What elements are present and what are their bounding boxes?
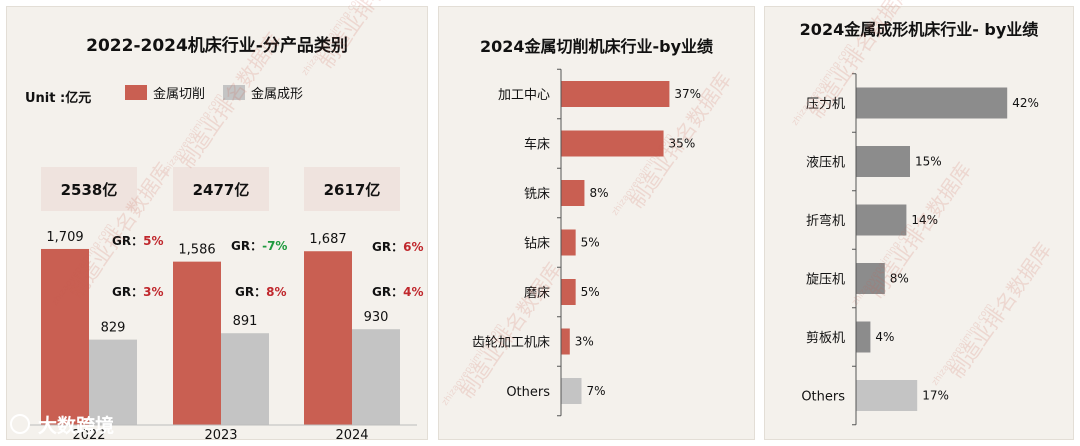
bar-forming: [221, 333, 269, 425]
value-label: 5%: [581, 285, 600, 299]
category-label: 剪板机: [806, 330, 845, 346]
growth-label-cutting: GR：5%: [112, 234, 163, 248]
category-label: 2024: [335, 428, 368, 441]
bar: [561, 180, 585, 206]
legend-label-forming: 金属成形: [251, 86, 303, 102]
growth-prefix: GR：: [231, 239, 262, 253]
category-label: Others: [801, 390, 845, 405]
growth-prefix: GR：: [112, 234, 143, 248]
bar: [561, 328, 570, 355]
category-label: 齿轮加工机床: [472, 336, 550, 351]
growth-label-cutting: GR：6%: [372, 240, 423, 254]
category-label: 压力机: [806, 97, 845, 112]
category-label: Others: [506, 385, 550, 400]
chart-title: 2024金属成形机床行业- by业绩: [799, 20, 1039, 39]
growth-value: 4%: [403, 285, 423, 299]
category-label: 2023: [204, 428, 237, 441]
growth-prefix: GR：: [112, 285, 143, 299]
category-label: 铣床: [524, 187, 550, 202]
unit-label: Unit :亿元: [25, 90, 91, 106]
total-label: 2477亿: [193, 181, 250, 199]
growth-prefix: GR：: [372, 240, 403, 254]
value-label: 7%: [587, 384, 606, 398]
category-label: 旋压机: [806, 273, 845, 288]
growth-value: 6%: [403, 240, 423, 254]
growth-value: 8%: [266, 285, 286, 299]
value-label: 8%: [589, 186, 608, 200]
value-label-forming: 829: [101, 321, 126, 336]
growth-label-forming: GR：4%: [372, 285, 423, 299]
bar: [561, 229, 576, 256]
value-label-cutting: 1,586: [178, 243, 215, 258]
panel-forming: 2024金属成形机床行业- by业绩 压力机 42% 液压机 15% 折弯机 14% 旋压机…: [764, 6, 1074, 440]
bar: [561, 378, 582, 404]
legend-swatch-cutting: [125, 85, 147, 100]
growth-value: 5%: [143, 234, 163, 248]
category-label: 钻床: [524, 237, 550, 252]
chart-title: 2024金属切削机床行业-by业绩: [479, 37, 714, 56]
bar: [856, 146, 910, 177]
category-label: 折弯机: [806, 213, 845, 229]
value-label: 4%: [875, 330, 894, 344]
bar-cutting: [304, 251, 352, 425]
growth-prefix: GR：: [235, 285, 266, 299]
growth-prefix: GR：: [372, 285, 403, 299]
bar: [856, 204, 907, 236]
category-label: 液压机: [806, 156, 845, 171]
bar: [856, 87, 1008, 119]
category-label: 加工中心: [498, 88, 550, 103]
total-box: [173, 167, 269, 211]
panel-cutting: 2024金属切削机床行业-by业绩 加工中心 37% 车床 35% 铣床 8% 钻床 5% 磨床…: [438, 6, 755, 440]
bar: [856, 380, 918, 411]
value-label: 35%: [669, 137, 696, 151]
value-label-forming: 930: [364, 310, 389, 325]
bar-cutting: [41, 248, 89, 425]
bar: [561, 81, 670, 107]
legend-label-cutting: 金属切削: [153, 86, 205, 102]
value-label: 5%: [581, 236, 600, 250]
bar: [561, 279, 576, 305]
value-label: 42%: [1012, 96, 1039, 110]
value-label-cutting: 1,709: [46, 230, 83, 245]
bar-cutting: [173, 261, 221, 425]
total-label: 2538亿: [61, 181, 118, 199]
value-label-cutting: 1,687: [309, 232, 346, 247]
panel-product-category: 2022-2024机床行业-分产品类别 Unit :亿元 金属切削 金属成形 2538…: [6, 6, 428, 441]
category-label: 2022: [72, 428, 105, 441]
growth-value: 3%: [143, 285, 163, 299]
bar-forming: [352, 329, 400, 425]
bar: [561, 130, 664, 157]
total-label: 2617亿: [324, 181, 381, 199]
value-label: 37%: [674, 87, 701, 101]
total-box: [304, 167, 400, 211]
growth-label-forming: GR：8%: [235, 285, 286, 299]
value-label-forming: 891: [233, 314, 258, 329]
total-box: [41, 167, 137, 211]
category-label: 磨床: [524, 286, 550, 301]
value-label: 17%: [922, 389, 949, 403]
chart-title: 2022-2024机床行业-分产品类别: [86, 36, 348, 56]
value-label: 15%: [915, 155, 942, 169]
value-label: 14%: [911, 213, 938, 227]
growth-label-forming: GR：3%: [112, 285, 163, 299]
chart-forming: 压力机 42% 液压机 15% 折弯机 14% 旋压机 8% 剪板机 4% Others 17%: [801, 73, 1039, 426]
bar: [856, 263, 885, 294]
bar-forming: [89, 339, 137, 425]
bar: [856, 321, 871, 353]
chart-cutting: 加工中心 37% 车床 35% 铣床 8% 钻床 5% 磨床 5% 齿轮加工机床 3% Others 7%: [472, 68, 701, 417]
growth-label-cutting: GR：-7%: [231, 239, 287, 253]
value-label: 8%: [890, 272, 909, 286]
category-label: 车床: [524, 137, 550, 153]
value-label: 3%: [575, 335, 594, 349]
chart-product-category: Unit :亿元 金属切削 金属成形2538亿1,7098292022GR：5%GR…: [25, 85, 423, 441]
legend-swatch-forming: [223, 85, 245, 100]
growth-value: -7%: [262, 239, 287, 253]
